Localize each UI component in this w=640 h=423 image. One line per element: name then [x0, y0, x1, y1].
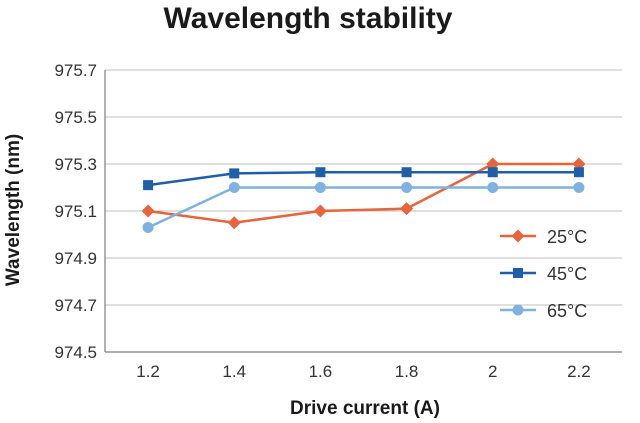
legend-label: 45°C [547, 264, 587, 284]
data-point [401, 182, 413, 193]
data-point [314, 182, 326, 193]
y-tick-label: 974.9 [54, 249, 97, 268]
data-point [313, 204, 327, 218]
x-tick-label: 2.2 [567, 362, 591, 381]
legend-label: 25°C [547, 227, 587, 247]
y-axis-title: Wavelength (nm) [3, 134, 24, 286]
y-tick-label: 975.5 [54, 108, 97, 127]
data-point [315, 167, 326, 178]
data-point [142, 221, 154, 233]
x-tick-label: 1.6 [309, 362, 333, 381]
data-point [227, 216, 241, 230]
y-tick-label: 975.3 [54, 155, 97, 174]
y-tick-label: 974.5 [54, 343, 97, 362]
series-line-2 [147, 170, 579, 187]
data-point [141, 204, 155, 218]
y-tick-label: 975.7 [54, 61, 97, 80]
series-line-1 [147, 162, 579, 225]
series-layer [141, 157, 586, 233]
axes [104, 70, 622, 353]
legend-marker [511, 229, 525, 243]
data-point [400, 202, 414, 216]
x-tick-label: 1.2 [136, 362, 160, 381]
x-axis-title: Drive current (A) [290, 398, 440, 419]
data-point [143, 180, 154, 191]
data-point [573, 182, 585, 193]
y-tick-label: 974.7 [54, 296, 97, 315]
data-point [487, 167, 498, 178]
y-tick-labels: 974.5 974.7 974.9 975.1 975.3 975.5 975.7 [54, 61, 97, 362]
data-point [229, 168, 240, 179]
x-tick-label: 2 [488, 362, 497, 381]
series-line-3 [147, 186, 579, 229]
x-tick-label: 1.4 [222, 362, 246, 381]
data-point [228, 182, 240, 193]
chart-title: Wavelength stability [164, 2, 453, 35]
data-point [487, 182, 499, 193]
data-point [401, 167, 412, 178]
legend-marker [512, 304, 524, 316]
x-tick-labels: 1.2 1.4 1.6 1.8 2 2.2 [136, 362, 590, 381]
x-tick-label: 1.8 [395, 362, 419, 381]
legend: 25°C 45°C 65°C [500, 227, 587, 321]
legend-label: 65°C [547, 301, 587, 321]
data-point [573, 167, 584, 178]
y-tick-label: 975.1 [54, 202, 97, 221]
legend-marker [513, 268, 523, 278]
